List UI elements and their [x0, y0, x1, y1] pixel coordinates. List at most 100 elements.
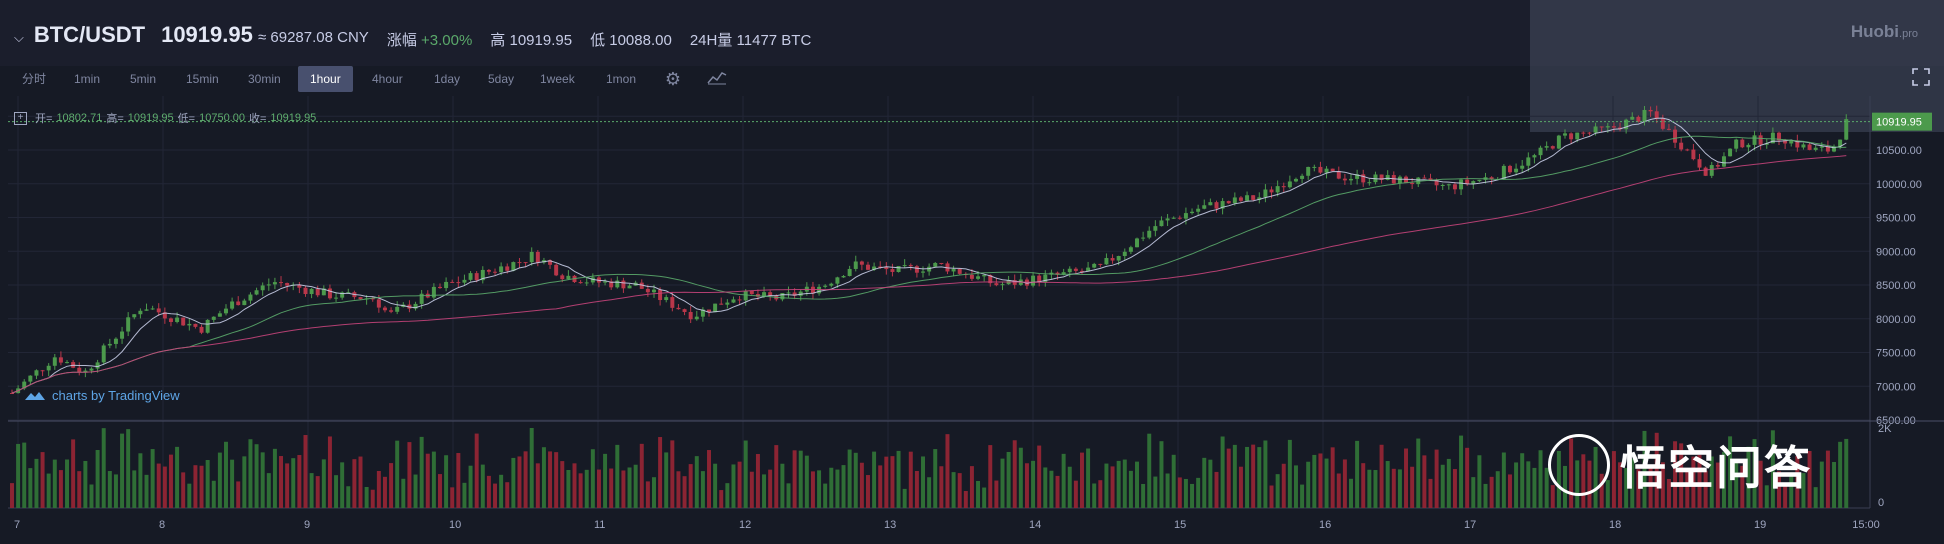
- volume-bar: [768, 469, 773, 508]
- candle: [688, 311, 693, 320]
- volume-bar: [1624, 468, 1629, 508]
- candle: [254, 290, 259, 295]
- candle: [1159, 220, 1164, 227]
- candle: [1104, 258, 1109, 265]
- low-label: 低: [590, 32, 606, 49]
- volume-bar: [737, 461, 742, 508]
- fullscreen-icon[interactable]: [1910, 68, 1932, 90]
- candle: [1177, 217, 1182, 219]
- volume-bar: [1324, 458, 1329, 508]
- high-value: 10919.95: [509, 32, 573, 49]
- volume-bar: [1281, 463, 1286, 508]
- volume-bar: [743, 440, 748, 508]
- interval-1week[interactable]: 1week: [540, 72, 575, 86]
- low-legend-label: 低=: [177, 113, 196, 125]
- volume-bar: [566, 469, 571, 508]
- high-legend-value: 10919.95: [127, 112, 174, 124]
- gear-icon[interactable]: ⚙: [664, 69, 682, 89]
- candle: [1465, 179, 1470, 184]
- volume-bar: [1128, 470, 1133, 508]
- y-tick-label: 8500.00: [1876, 280, 1916, 292]
- candle: [376, 299, 381, 308]
- interval-1day[interactable]: 1day: [434, 72, 461, 86]
- candle: [22, 381, 27, 389]
- volume-bar: [1538, 450, 1543, 508]
- volume-bar: [1422, 455, 1427, 508]
- volume-bar: [1452, 469, 1457, 508]
- volume-bar: [670, 440, 675, 508]
- volume-bar: [1734, 461, 1739, 508]
- candle: [199, 326, 204, 333]
- volume-bar: [156, 463, 161, 508]
- candle: [1397, 176, 1402, 184]
- volume-bar: [1404, 448, 1409, 508]
- candle: [615, 280, 620, 288]
- candle: [1801, 144, 1806, 148]
- candle: [462, 279, 467, 283]
- candle: [700, 309, 705, 317]
- volume-bar: [407, 442, 412, 508]
- volume-bar: [700, 471, 705, 508]
- volume-bar: [10, 483, 14, 508]
- volume-bar: [1379, 444, 1384, 508]
- volume-bar: [529, 428, 534, 508]
- volume-bar: [1673, 441, 1678, 508]
- interval-5day[interactable]: 5day: [488, 72, 515, 86]
- candle: [126, 317, 131, 332]
- candle: [1587, 132, 1592, 134]
- candle: [1202, 205, 1207, 209]
- volume-bar: [95, 450, 100, 508]
- volume-bar: [1287, 439, 1292, 508]
- chevron-down-icon[interactable]: ⌵: [14, 30, 24, 45]
- candle: [1251, 195, 1256, 200]
- volume-bar: [792, 450, 797, 508]
- volume-bar: [1147, 433, 1152, 508]
- candle: [1452, 184, 1457, 190]
- volume-bar: [327, 436, 332, 508]
- candle: [444, 281, 449, 289]
- interval-5min[interactable]: 5min: [130, 72, 157, 86]
- candle: [474, 273, 479, 281]
- volume-bar: [1049, 470, 1054, 508]
- volume-bar: [1483, 483, 1488, 508]
- candle: [65, 362, 70, 364]
- candle: [346, 292, 351, 294]
- volume-bar: [1721, 451, 1726, 508]
- volume-bar: [896, 450, 901, 508]
- volume-bar: [1838, 441, 1843, 508]
- candle: [34, 370, 39, 376]
- volume-bar: [847, 449, 852, 508]
- candle: [168, 318, 173, 322]
- volume-tick-label: 0: [1878, 497, 1884, 509]
- interval-4hour[interactable]: 4hour: [372, 72, 403, 86]
- interval-1min[interactable]: 1min: [74, 72, 101, 86]
- y-tick-label: 7500.00: [1876, 348, 1916, 360]
- chart-type-icon[interactable]: [706, 68, 728, 90]
- close-legend-label: 收=: [248, 113, 267, 125]
- volume-bar: [1116, 460, 1121, 508]
- interval-15min[interactable]: 15min: [186, 72, 219, 86]
- interval-1mon[interactable]: 1mon: [606, 72, 637, 86]
- candle: [1489, 177, 1494, 180]
- candle: [248, 294, 253, 301]
- interval-分时[interactable]: 分时: [22, 72, 47, 86]
- volume-bar: [1440, 464, 1445, 508]
- volume-bar: [40, 452, 45, 508]
- candle: [951, 268, 956, 272]
- tradingview-credit[interactable]: charts by TradingView: [24, 388, 180, 403]
- expand-legend-icon[interactable]: +: [14, 111, 27, 125]
- volume-bar: [1446, 458, 1451, 508]
- candle: [1171, 217, 1176, 219]
- volume-bar: [1807, 450, 1812, 508]
- volume-bar: [113, 474, 118, 508]
- volume-bar: [1373, 470, 1378, 508]
- volume-bar: [596, 469, 601, 508]
- candle: [1825, 146, 1830, 152]
- candle: [523, 262, 528, 264]
- pair-header[interactable]: ⌵ BTC/USDT 10919.95: [14, 22, 253, 48]
- volume-bar: [334, 475, 339, 508]
- interval-1hour[interactable]: 1hour: [298, 66, 353, 92]
- volume-bar: [713, 463, 718, 508]
- interval-30min[interactable]: 30min: [248, 72, 281, 86]
